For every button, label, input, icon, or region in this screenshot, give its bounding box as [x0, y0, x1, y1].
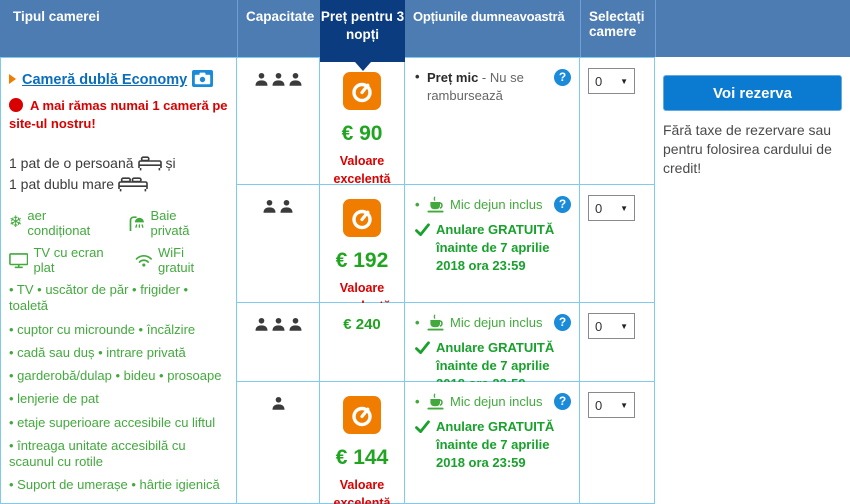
select-rooms-cell: 0 ▼ [580, 382, 655, 504]
person-icon [263, 199, 276, 213]
coffee-cup-icon [427, 393, 444, 410]
bullet-icon: • [415, 197, 420, 212]
value-label: Valoare excelentă calitate/preț [333, 478, 391, 504]
select-rooms-cell: 0 ▼ [580, 185, 655, 303]
person-icon [272, 317, 284, 331]
header-cell-capacity: Capacitate [237, 0, 320, 57]
amenity-line: • cuptor cu microunde • încălzire [9, 321, 196, 337]
value-deal-badge-icon [343, 199, 381, 237]
breakfast-included: • Mic dejun inclus [415, 314, 543, 331]
question-mark-icon[interactable]: ? [554, 69, 571, 86]
question-mark-icon[interactable]: ? [554, 314, 571, 331]
question-mark-icon[interactable]: ? [554, 393, 571, 410]
chevron-down-icon: ▼ [620, 76, 628, 86]
snowflake-icon: ❄ [9, 214, 23, 232]
capacity-cell [237, 57, 320, 185]
tv-icon [9, 252, 29, 268]
price-cell: € 192 Valoare excelentă calitate/preț [320, 185, 405, 330]
price-amount: € 240 [343, 316, 381, 333]
chevron-down-icon: ▼ [620, 321, 628, 331]
person-icon [289, 72, 301, 86]
chevron-down-icon: ▼ [620, 400, 628, 410]
price-amount: € 144 [335, 446, 389, 469]
table-header: Tipul camerei Capacitate Opțiunile dumne… [0, 0, 850, 57]
options-cell: • Mic dejun inclus Anulare GRATUITĂ înai… [405, 303, 580, 391]
orange-triangle-icon [9, 74, 16, 84]
price-cell: € 90 Valoare excelentă calitate/preț [320, 57, 405, 203]
header-spacer [655, 0, 850, 57]
header-cell-room-type: Tipul camerei [13, 9, 100, 24]
single-bed-icon [137, 156, 162, 171]
wifi-icon [135, 254, 153, 267]
amenity-line: • garderobă/dulap • bideu • prosoape [9, 368, 222, 384]
select-rooms-cell: 0 ▼ [580, 57, 655, 185]
header-cell-price: Preț pentru 3 nopți [320, 0, 405, 71]
breakfast-included: • Mic dejun inclus [415, 393, 543, 410]
room-title-link[interactable]: Cameră dublă Economy [22, 72, 188, 88]
camera-icon[interactable] [192, 70, 214, 87]
header-cell-select: Selectați camere [580, 0, 655, 57]
price-amount: € 192 [335, 249, 389, 272]
options-cell: • Preț mic - Nu se rambursează ? [405, 57, 580, 185]
options-cell: • Mic dejun inclus Anulare GRATUITĂ înai… [405, 382, 580, 504]
shower-icon [129, 215, 144, 231]
room-table: Cameră dublă Economy A mai rămas numai 1… [0, 57, 655, 504]
room-description-cell: Cameră dublă Economy A mai rămas numai 1… [0, 57, 237, 504]
question-mark-icon[interactable]: ? [554, 196, 571, 213]
rooms-quantity-select[interactable]: 0 ▼ [588, 392, 635, 418]
scarcity-warning: A mai rămas numai 1 cameră pe site-ul no… [9, 98, 228, 131]
capacity-cell [237, 185, 320, 303]
rooms-quantity-select[interactable]: 0 ▼ [588, 195, 635, 221]
room-title-row: Cameră dublă Economy [9, 70, 228, 88]
rooms-quantity-select[interactable]: 0 ▼ [588, 313, 635, 339]
price-amount: € 90 [341, 122, 383, 145]
chevron-down-icon: ▼ [620, 203, 628, 213]
free-cancellation: Anulare GRATUITĂ înainte de 7 aprilie 20… [415, 221, 571, 276]
bullet-icon: • [415, 315, 420, 330]
select-rooms-cell: 0 ▼ [580, 303, 655, 382]
amenity-line: • etaje superioare accesibile cu liftul [9, 414, 216, 430]
price-cell: € 144 Valoare excelentă calitate/preț [320, 382, 405, 504]
header-cell-options: Opțiunile dumneavoastră [413, 9, 565, 24]
person-icon [255, 72, 267, 86]
options-cell: • Mic dejun inclus Anulare GRATUITĂ înai… [405, 185, 580, 303]
rate-condition: • Preț mic - Nu se rambursează [415, 69, 571, 105]
checkmark-icon [415, 420, 430, 433]
bullet-icon: • [415, 394, 420, 409]
featured-amenities-row: TV cu ecran plat WiFi gratuit [9, 245, 228, 275]
capacity-cell [237, 382, 320, 504]
bed-configuration: 1 pat de o persoană și 1 pat dublu mare [9, 155, 176, 193]
person-icon [272, 396, 284, 410]
bullet-icon: • [415, 69, 420, 84]
amenity-line: • Suport de umerașe • hârtie igienică [9, 477, 220, 493]
capacity-cell [237, 303, 320, 382]
value-deal-badge-icon [343, 72, 381, 110]
reserve-button[interactable]: Voi rezerva [663, 75, 842, 111]
person-icon [272, 72, 284, 86]
red-dot-icon [9, 98, 23, 112]
amenity-line: • cadă sau duș • intrare privată [9, 344, 186, 360]
amenity-line: • întreaga unitate accesibilă cu scaunul… [9, 437, 186, 470]
free-cancellation: Anulare GRATUITĂ înainte de 7 aprilie 20… [415, 418, 571, 473]
no-fees-note: Fără taxe de rezervare sau pentru folosi… [663, 122, 832, 176]
featured-amenities-row: ❄ aer condiționat Baie privată [9, 208, 190, 239]
amenity-line: • lenjerie de pat [9, 391, 99, 407]
breakfast-included: • Mic dejun inclus [415, 196, 543, 213]
rooms-quantity-select[interactable]: 0 ▼ [588, 68, 635, 94]
checkmark-icon [415, 341, 430, 354]
coffee-cup-icon [427, 314, 444, 331]
person-icon [280, 199, 293, 213]
reserve-panel: Voi rezerva Fără taxe de rezervare sau p… [656, 57, 850, 504]
checkmark-icon [415, 223, 430, 236]
amenity-line: • TV • uscător de păr • frigider • toale… [9, 282, 189, 314]
person-icon [289, 317, 301, 331]
value-deal-badge-icon [343, 396, 381, 434]
double-bed-icon [118, 177, 148, 192]
coffee-cup-icon [427, 196, 444, 213]
amenity-list: • TV • uscător de păr • frigider • toale… [9, 282, 228, 494]
featured-amenities: ❄ aer condiționat Baie privată TV cu ecr… [9, 208, 228, 275]
person-icon [255, 317, 267, 331]
price-cell: € 240 [320, 303, 405, 382]
